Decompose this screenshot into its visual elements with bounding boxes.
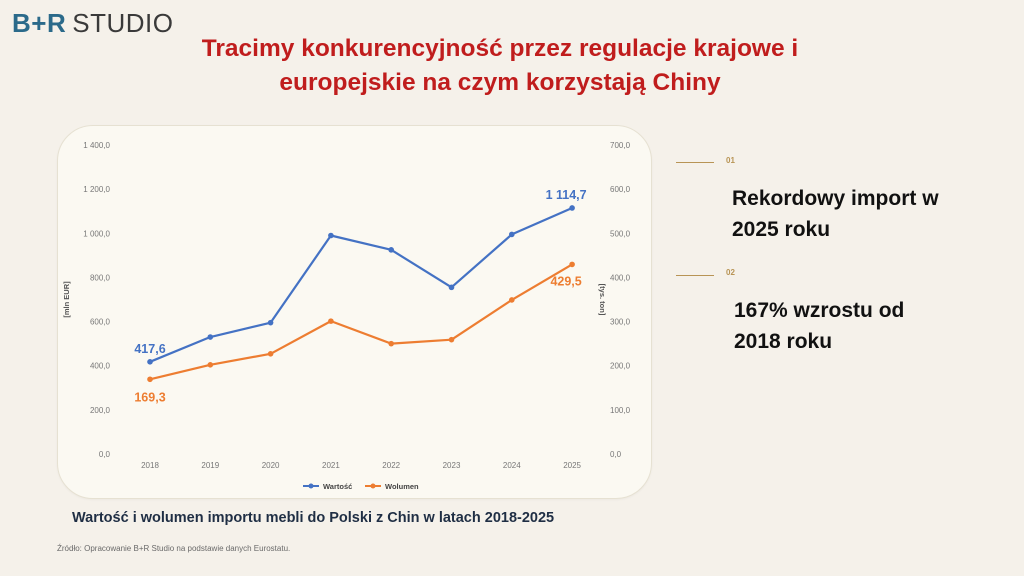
- page-title: Tracimy konkurencyjność przez regulacje …: [201, 35, 799, 96]
- data-point: [448, 284, 455, 291]
- x-tick-label: 2023: [443, 461, 461, 470]
- data-point: [569, 205, 575, 211]
- y-right-tick-label: 500,0: [610, 229, 631, 238]
- callout-text-1: Rekordowy import w 2025 roku: [732, 187, 939, 241]
- logo-brand: B+R: [12, 8, 67, 38]
- line-chart: 0,0 200,0 400,0 600,0 800,0 1 000,0 1 200,0 1 4…: [62, 141, 631, 491]
- chart-panel: [57, 125, 652, 499]
- data-point: [328, 318, 334, 324]
- callout-text-2: 167% wzrostu od 2018 roku: [734, 299, 905, 353]
- y-right-tick-label: 400,0: [610, 273, 631, 282]
- data-point: [448, 336, 455, 343]
- y-left-tick-label: 600,0: [90, 318, 111, 327]
- legend-marker: [370, 483, 376, 489]
- y-right-tick-label: 100,0: [610, 406, 631, 415]
- data-label: 429,5: [550, 274, 581, 288]
- x-tick-label: 2025: [563, 461, 581, 470]
- y-right-tick-label: 200,0: [610, 362, 631, 371]
- y-left-tick-label: 800,0: [90, 273, 111, 282]
- y-left-tick-label: 1 200,0: [83, 185, 110, 194]
- data-point: [207, 334, 214, 340]
- x-tick-label: 2021: [322, 461, 340, 470]
- y-right-tick-label: 600,0: [610, 185, 631, 194]
- y-right-tick-label: 300,0: [610, 318, 631, 327]
- chart-caption: Wartość i wolumen importu mebli do Polsk…: [72, 510, 555, 526]
- logo: B+R STUDIO: [12, 10, 173, 36]
- data-point: [328, 232, 334, 239]
- x-tick-label: 2024: [503, 461, 521, 470]
- y-left-axis-title: [mln EUR]: [62, 281, 71, 318]
- data-point: [509, 297, 515, 303]
- data-point: [267, 350, 274, 357]
- series-line-wolumen: [149, 263, 573, 381]
- y-right-tick-label: 700,0: [610, 141, 631, 150]
- legend-label: Wartość: [323, 482, 352, 491]
- callout-number-1: 01: [726, 156, 735, 165]
- callout-number-2: 02: [726, 268, 735, 277]
- data-point: [267, 319, 274, 326]
- data-label: 169,3: [134, 390, 165, 404]
- data-point: [207, 362, 214, 368]
- data-label: 1 114,7: [546, 188, 587, 202]
- legend-label: Wolumen: [385, 482, 419, 491]
- y-left-tick-label: 200,0: [90, 406, 111, 415]
- y-right-tick-label: 0,0: [610, 450, 622, 459]
- data-point: [388, 340, 395, 347]
- logo-studio: STUDIO: [72, 8, 174, 38]
- legend-marker: [308, 483, 314, 489]
- y-left-tick-label: 400,0: [90, 362, 111, 371]
- data-point: [147, 359, 153, 365]
- x-tick-label: 2022: [382, 461, 400, 470]
- data-point: [509, 231, 515, 238]
- x-tick-label: 2019: [201, 461, 219, 470]
- source-note: Źródło: Opracowanie B+R Studio na podsta…: [57, 544, 291, 553]
- x-tick-label: 2020: [262, 461, 280, 470]
- data-point: [147, 376, 153, 383]
- y-right-axis-title: [tys. ton]: [598, 284, 607, 316]
- data-point: [569, 261, 575, 268]
- data-point: [388, 247, 395, 253]
- data-label: 417,6: [134, 342, 165, 356]
- series-line-wartosc: [149, 206, 573, 363]
- y-left-tick-label: 1 400,0: [83, 141, 110, 150]
- y-left-tick-label: 1 000,0: [83, 229, 110, 238]
- callout-line-1: [676, 162, 714, 163]
- callout-line-2: [676, 275, 714, 276]
- x-tick-label: 2018: [141, 461, 159, 470]
- y-left-tick-label: 0,0: [99, 450, 111, 459]
